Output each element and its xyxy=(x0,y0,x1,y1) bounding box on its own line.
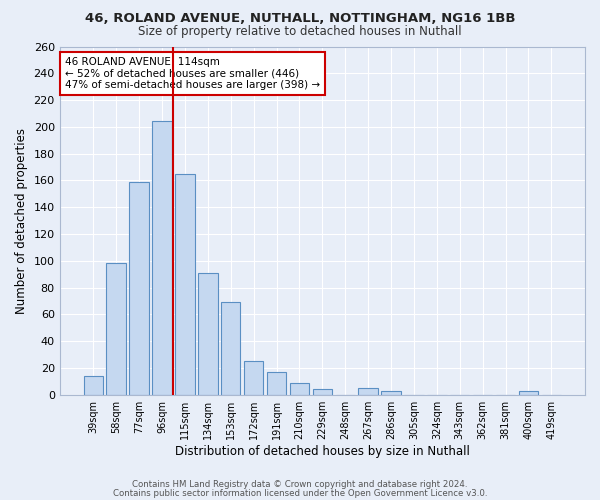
Bar xyxy=(267,372,286,394)
Bar xyxy=(152,122,172,394)
Bar xyxy=(175,174,194,394)
Bar xyxy=(382,390,401,394)
Bar xyxy=(313,390,332,394)
Text: Contains HM Land Registry data © Crown copyright and database right 2024.: Contains HM Land Registry data © Crown c… xyxy=(132,480,468,489)
Text: Size of property relative to detached houses in Nuthall: Size of property relative to detached ho… xyxy=(138,25,462,38)
Bar xyxy=(83,376,103,394)
Text: Contains public sector information licensed under the Open Government Licence v3: Contains public sector information licen… xyxy=(113,488,487,498)
Bar xyxy=(106,264,126,394)
X-axis label: Distribution of detached houses by size in Nuthall: Distribution of detached houses by size … xyxy=(175,444,470,458)
Bar xyxy=(130,182,149,394)
Y-axis label: Number of detached properties: Number of detached properties xyxy=(15,128,28,314)
Bar xyxy=(221,302,241,394)
Bar xyxy=(519,390,538,394)
Text: 46, ROLAND AVENUE, NUTHALL, NOTTINGHAM, NG16 1BB: 46, ROLAND AVENUE, NUTHALL, NOTTINGHAM, … xyxy=(85,12,515,26)
Bar xyxy=(198,273,218,394)
Bar xyxy=(290,382,309,394)
Bar xyxy=(358,388,378,394)
Bar xyxy=(244,361,263,394)
Text: 46 ROLAND AVENUE: 114sqm
← 52% of detached houses are smaller (446)
47% of semi-: 46 ROLAND AVENUE: 114sqm ← 52% of detach… xyxy=(65,57,320,90)
